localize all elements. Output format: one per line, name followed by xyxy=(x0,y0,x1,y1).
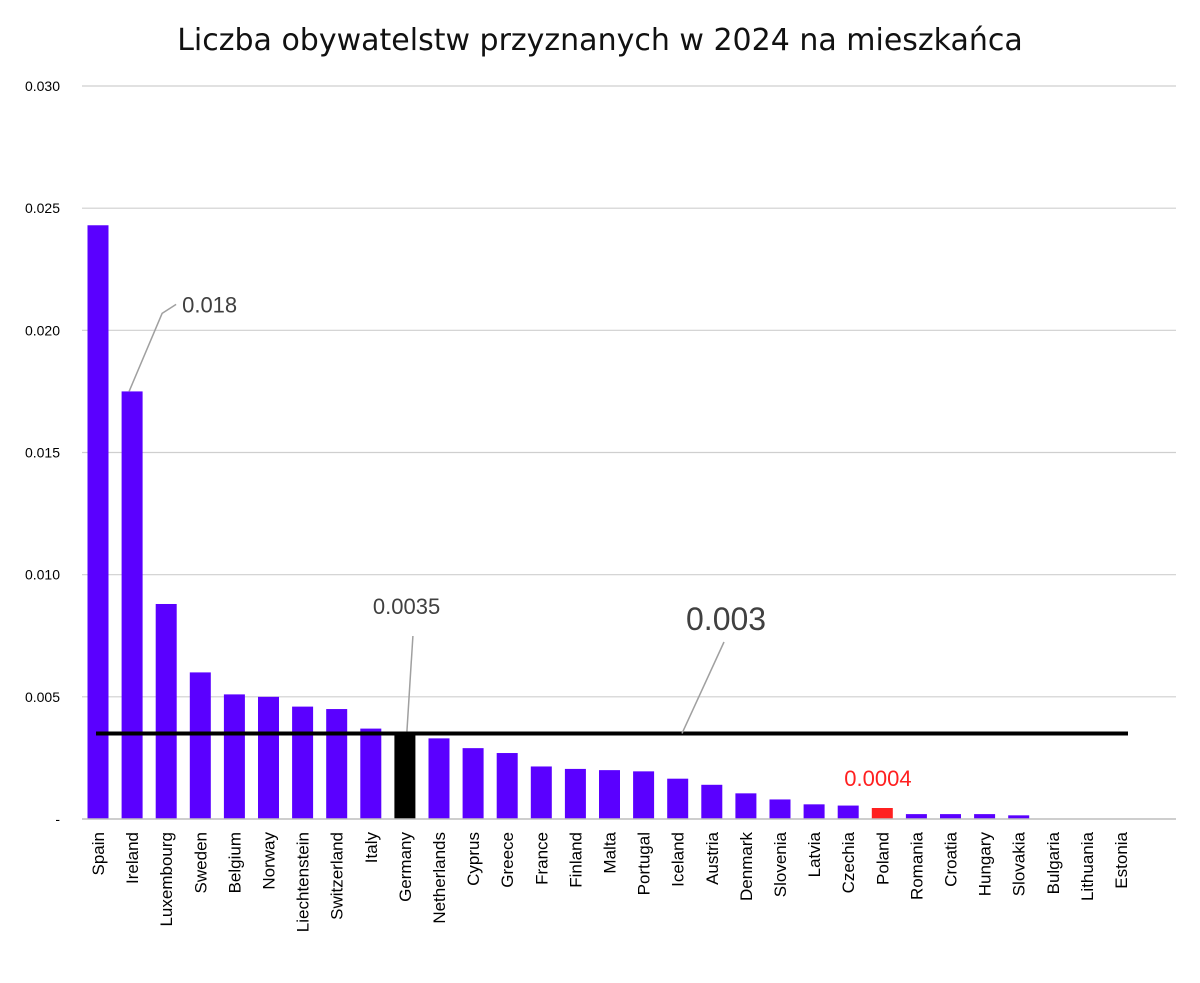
bar xyxy=(701,784,723,819)
x-tick-label: Lithuania xyxy=(1078,831,1097,901)
bar xyxy=(189,672,211,819)
x-tick-label: Estonia xyxy=(1112,831,1131,888)
gridlines xyxy=(82,85,1176,698)
x-tick-label: Germany xyxy=(396,832,415,902)
chart-title: Liczba obywatelstw przyznanych w 2024 na… xyxy=(177,23,1023,58)
x-tick-label: Croatia xyxy=(942,831,961,886)
x-tick-label: Bulgaria xyxy=(1044,831,1063,894)
x-tick-label: Switzerland xyxy=(328,832,347,920)
bar xyxy=(155,603,177,819)
bar xyxy=(530,766,552,819)
x-tick-label: Austria xyxy=(703,831,722,884)
x-tick-label: Malta xyxy=(601,831,620,873)
y-tick-label: 0.010 xyxy=(25,567,60,583)
annotation-label: 0.0004 xyxy=(844,766,911,791)
x-tick-label: Cyprus xyxy=(464,832,483,886)
bar xyxy=(121,391,143,819)
x-tick-label: Slovakia xyxy=(1010,831,1029,896)
x-tick-label: Greece xyxy=(498,832,517,888)
annotation-leader-line xyxy=(681,641,725,734)
x-tick-label: Hungary xyxy=(976,832,995,897)
bar xyxy=(428,738,450,819)
y-tick-label: 0.030 xyxy=(25,78,60,94)
bar xyxy=(564,768,586,819)
bar xyxy=(974,814,996,819)
bar xyxy=(326,709,348,819)
bar xyxy=(769,799,791,819)
x-tick-label: Italy xyxy=(362,832,381,864)
bars xyxy=(87,225,1132,819)
bar xyxy=(258,696,279,819)
annotation-label: 0.0035 xyxy=(373,594,440,619)
x-tick-label: Finland xyxy=(566,832,585,888)
x-tick-label: Ireland xyxy=(123,832,142,884)
x-tick-label: Netherlands xyxy=(430,832,449,924)
x-tick-label: France xyxy=(532,832,551,885)
y-axis-ticks: - 0.005 0.010 0.015 0.020 0.025 0.030 xyxy=(25,78,60,827)
x-tick-label: Belgium xyxy=(225,832,244,893)
annotation-label: 0.018 xyxy=(182,292,237,317)
x-tick-label: Spain xyxy=(89,832,108,875)
x-tick-label: Latvia xyxy=(805,831,824,877)
bar xyxy=(462,748,484,819)
annotations: 0.018 0.0035 0.003 0.0004 xyxy=(128,292,912,791)
bar xyxy=(667,778,689,819)
bar xyxy=(599,770,620,819)
annotation-leader-line xyxy=(406,635,414,732)
x-tick-label: Luxembourg xyxy=(157,832,176,927)
bar xyxy=(633,771,655,819)
y-tick-label: 0.005 xyxy=(25,689,60,705)
y-tick-label: 0.020 xyxy=(25,322,60,338)
y-tick-label: 0.025 xyxy=(25,200,60,216)
x-tick-label: Liechtenstein xyxy=(294,832,313,932)
x-tick-label: Romania xyxy=(907,831,926,900)
x-tick-label: Poland xyxy=(873,832,892,885)
bar xyxy=(223,694,245,819)
x-tick-label: Denmark xyxy=(737,832,756,901)
bar xyxy=(940,814,961,819)
bar xyxy=(803,804,825,819)
x-axis-ticks: Spain Ireland Luxembourg Sweden Belgium Norwa… xyxy=(89,831,1131,932)
x-tick-label: Portugal xyxy=(635,832,654,895)
y-tick-label: - xyxy=(55,811,60,827)
bar xyxy=(496,753,518,819)
bar xyxy=(360,728,382,819)
y-tick-label: 0.015 xyxy=(25,445,60,461)
bar xyxy=(292,706,314,819)
x-tick-label: Iceland xyxy=(669,832,688,887)
annotation-leader-line xyxy=(128,303,177,392)
x-tick-label: Norway xyxy=(260,832,279,890)
bar xyxy=(837,805,859,819)
bar xyxy=(1008,815,1030,819)
bar xyxy=(905,814,927,819)
bar xyxy=(394,733,416,819)
bar xyxy=(871,808,893,819)
x-tick-label: Sweden xyxy=(191,832,210,893)
bar xyxy=(735,793,757,819)
x-tick-label: Czechia xyxy=(839,831,858,893)
bar xyxy=(87,225,109,819)
annotation-label: 0.003 xyxy=(686,601,766,637)
x-tick-label: Slovenia xyxy=(771,831,790,897)
